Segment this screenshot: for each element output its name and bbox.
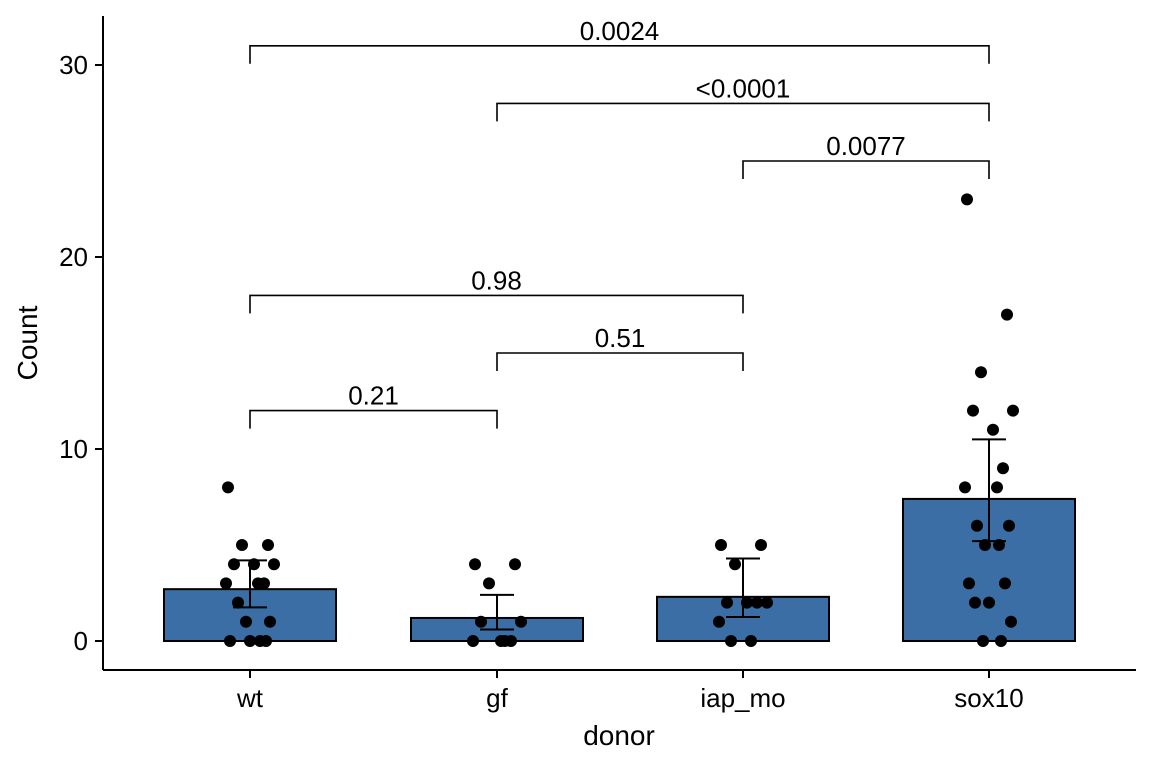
data-point-sox10 bbox=[977, 635, 989, 647]
comparison-bracket-wt-iap_mo bbox=[249, 294, 744, 314]
comparison-bracket-wt-sox10 bbox=[249, 45, 990, 64]
comparison-pvalue-gf-sox10: <0.0001 bbox=[696, 73, 791, 103]
data-point-sox10 bbox=[979, 539, 991, 551]
data-point-gf bbox=[509, 558, 521, 571]
y-tick-label-20: 20 bbox=[59, 242, 88, 272]
comparison-bracket-gf-iap_mo bbox=[496, 352, 744, 371]
points-layer bbox=[220, 193, 1019, 647]
data-point-wt bbox=[222, 481, 234, 494]
data-point-wt bbox=[252, 577, 264, 590]
data-point-sox10 bbox=[1007, 404, 1019, 417]
data-point-wt bbox=[268, 558, 280, 571]
bars-layer bbox=[163, 497, 1076, 643]
x-axis-title: donor bbox=[583, 720, 655, 751]
comparison-pvalue-wt-sox10: 0.0024 bbox=[580, 16, 660, 46]
data-point-sox10 bbox=[969, 596, 981, 609]
data-point-sox10 bbox=[961, 193, 973, 206]
y-axis-title: Count bbox=[12, 305, 43, 380]
data-point-iap_mo bbox=[755, 539, 767, 551]
data-point-sox10 bbox=[993, 539, 1005, 551]
comparison-pvalue-wt-gf: 0.21 bbox=[348, 381, 399, 411]
comparison-bracket-gf-sox10 bbox=[496, 102, 990, 122]
y-tick-label-30: 30 bbox=[59, 50, 88, 80]
y-tick-label-10: 10 bbox=[59, 434, 88, 464]
comparison-bracket-iap_mo-sox10 bbox=[742, 160, 990, 179]
error-bars-layer bbox=[233, 438, 1006, 631]
data-point-sox10 bbox=[997, 462, 1009, 475]
data-point-wt bbox=[240, 615, 252, 628]
data-point-sox10 bbox=[1001, 308, 1013, 321]
x-tick-label-sox10: sox10 bbox=[954, 683, 1023, 713]
data-point-gf bbox=[475, 615, 487, 628]
data-point-wt bbox=[236, 539, 248, 551]
data-point-wt bbox=[244, 635, 256, 647]
comparison-pvalue-gf-iap_mo: 0.51 bbox=[595, 323, 646, 353]
data-point-gf bbox=[499, 635, 511, 647]
comparison-brackets-layer: 0.0024 <0.0001 0.0077 0.98 0.51 0.21 bbox=[249, 16, 990, 429]
data-point-wt bbox=[228, 558, 240, 571]
axes-layer bbox=[102, 16, 1136, 671]
data-point-iap_mo bbox=[713, 615, 725, 628]
data-point-gf bbox=[483, 577, 495, 590]
data-point-wt bbox=[264, 615, 276, 628]
data-point-wt bbox=[220, 577, 232, 590]
x-tick-label-gf: gf bbox=[486, 683, 508, 713]
data-point-sox10 bbox=[1005, 615, 1017, 628]
data-point-sox10 bbox=[975, 366, 987, 379]
data-point-sox10 bbox=[995, 635, 1007, 647]
ticks-layer: 0 10 20 30 wt gf iap_mo sox10 bbox=[59, 50, 1024, 713]
data-point-sox10 bbox=[963, 577, 975, 590]
data-point-wt bbox=[260, 635, 272, 647]
data-point-iap_mo bbox=[741, 596, 753, 609]
comparison-pvalue-wt-iap_mo: 0.98 bbox=[471, 265, 522, 295]
data-point-iap_mo bbox=[721, 596, 733, 609]
data-point-wt bbox=[224, 635, 236, 647]
comparison-bracket-wt-gf bbox=[249, 409, 498, 429]
data-point-iap_mo bbox=[725, 635, 737, 647]
data-point-gf bbox=[515, 615, 527, 628]
data-point-sox10 bbox=[987, 423, 999, 436]
data-point-iap_mo bbox=[729, 558, 741, 571]
data-point-iap_mo bbox=[715, 539, 727, 551]
data-point-wt bbox=[262, 539, 274, 551]
data-point-iap_mo bbox=[761, 596, 773, 609]
data-point-iap_mo bbox=[751, 596, 763, 609]
comparison-pvalue-iap_mo-sox10: 0.0077 bbox=[826, 131, 906, 161]
data-point-gf bbox=[467, 635, 479, 647]
data-point-sox10 bbox=[983, 596, 995, 609]
data-point-sox10 bbox=[971, 519, 983, 532]
x-tick-label-wt: wt bbox=[236, 683, 264, 713]
data-point-sox10 bbox=[959, 481, 971, 494]
data-point-iap_mo bbox=[745, 635, 757, 647]
data-point-sox10 bbox=[967, 404, 979, 417]
data-point-sox10 bbox=[999, 577, 1011, 590]
data-point-wt bbox=[232, 596, 244, 609]
data-point-sox10 bbox=[991, 481, 1003, 494]
y-tick-label-0: 0 bbox=[74, 626, 88, 656]
data-point-sox10 bbox=[1003, 519, 1015, 532]
x-tick-label-iap_mo: iap_mo bbox=[700, 683, 785, 713]
data-point-wt bbox=[248, 558, 260, 571]
data-point-gf bbox=[469, 558, 481, 571]
